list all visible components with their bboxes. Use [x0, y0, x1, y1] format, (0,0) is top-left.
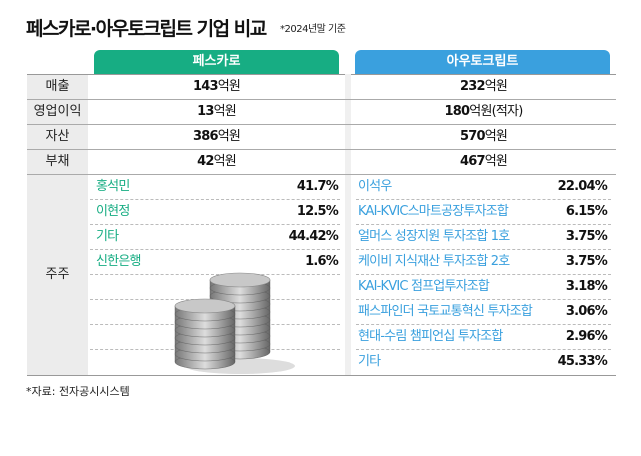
- autocrypt-value: 467억원: [459, 154, 508, 169]
- shareholder-percent: 12.5%: [296, 204, 339, 219]
- row-divider: [27, 149, 616, 150]
- shareholder-percent: 45.33%: [557, 354, 608, 369]
- coins-icon: [174, 272, 295, 374]
- shareholder-percent: 22.04%: [557, 179, 608, 194]
- row-divider: [27, 124, 616, 125]
- row-divider: [356, 299, 611, 300]
- pescaro-value: 42억원: [197, 154, 237, 169]
- shareholder-name: 케이비 지식재산 투자조합 2호: [358, 254, 510, 269]
- row-label: 부채: [27, 150, 88, 174]
- header-autocrypt: 아우토크립트: [355, 50, 610, 74]
- row-divider: [356, 199, 611, 200]
- shareholder-percent: 3.06%: [565, 304, 608, 319]
- shareholder-percent: 3.75%: [565, 229, 608, 244]
- autocrypt-value: 232억원: [459, 79, 508, 94]
- shareholder-name: 현대-수림 챔피언십 투자조합: [358, 329, 503, 344]
- row-divider: [90, 274, 340, 275]
- column-divider: [345, 74, 351, 375]
- date-note: *2024년말 기준: [280, 24, 346, 35]
- autocrypt-value: 570억원: [459, 129, 508, 144]
- shareholder-name: 얼머스 성장지원 투자조합 1호: [358, 229, 510, 244]
- divider: [27, 74, 616, 75]
- header-pescaro: 페스카로: [94, 50, 339, 74]
- row-divider: [356, 349, 611, 350]
- row-label: 매출: [27, 75, 88, 99]
- shareholder-percent: 3.18%: [565, 279, 608, 294]
- row-divider: [27, 99, 616, 100]
- shareholders-label: 주주: [27, 175, 88, 375]
- row-divider: [356, 224, 611, 225]
- shareholder-percent: 3.75%: [565, 254, 608, 269]
- shareholder-name: KAI-KVIC스마트공장투자조합: [358, 204, 509, 219]
- divider: [27, 375, 616, 376]
- row-divider: [90, 199, 340, 200]
- page-title: 페스카로·아우토크립트 기업 비교: [26, 18, 267, 40]
- row-divider: [90, 249, 340, 250]
- shareholder-name: 기타: [96, 229, 119, 244]
- shareholder-name: 이현정: [96, 204, 130, 219]
- row-divider: [356, 274, 611, 275]
- source-note: *자료: 전자공시시스템: [26, 385, 130, 398]
- row-label: 영업이익: [27, 100, 88, 124]
- autocrypt-value: 180억원(적자): [444, 104, 524, 119]
- row-divider: [356, 324, 611, 325]
- shareholder-name: 신한은행: [96, 254, 141, 269]
- shareholder-percent: 2.96%: [565, 329, 608, 344]
- pescaro-value: 143억원: [192, 79, 241, 94]
- pescaro-value: 13억원: [197, 104, 237, 119]
- shareholder-name: 패스파인더 국토교통혁신 투자조합: [358, 304, 533, 319]
- row-divider: [90, 224, 340, 225]
- pescaro-value: 386억원: [192, 129, 241, 144]
- shareholder-name: 기타: [358, 354, 381, 369]
- shareholder-name: KAI-KVIC 점프업투자조합: [358, 279, 490, 294]
- row-divider: [356, 249, 611, 250]
- row-divider: [27, 174, 616, 175]
- shareholder-name: 이석우: [358, 179, 392, 194]
- shareholder-percent: 41.7%: [296, 179, 339, 194]
- shareholder-name: 홍석민: [96, 179, 130, 194]
- shareholder-percent: 6.15%: [565, 204, 608, 219]
- shareholder-percent: 44.42%: [288, 229, 339, 244]
- row-label: 자산: [27, 125, 88, 149]
- shareholder-percent: 1.6%: [305, 254, 339, 269]
